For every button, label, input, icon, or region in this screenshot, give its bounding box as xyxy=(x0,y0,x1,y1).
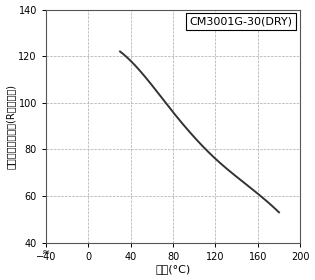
Text: ≈: ≈ xyxy=(42,247,50,257)
Text: CM3001G-30(DRY): CM3001G-30(DRY) xyxy=(190,17,293,27)
Y-axis label: ロックウェル硬さ(Rスケール): ロックウェル硬さ(Rスケール) xyxy=(6,84,15,169)
X-axis label: 温度(°C): 温度(°C) xyxy=(155,264,191,274)
